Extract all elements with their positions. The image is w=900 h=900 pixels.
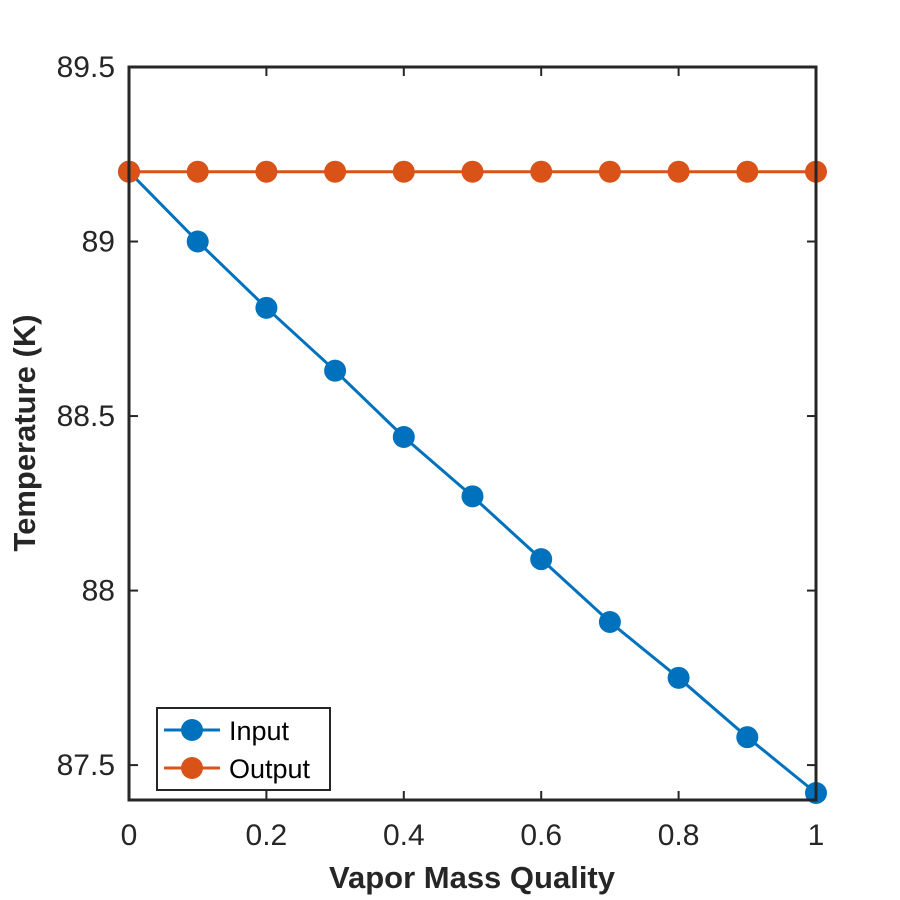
data-point-output	[461, 160, 484, 183]
legend-output-label: Output	[229, 754, 311, 784]
legend: Input Output	[156, 707, 331, 791]
data-point-output	[736, 160, 759, 183]
series-output	[118, 160, 827, 183]
data-point-input	[461, 485, 484, 508]
data-point-output	[186, 160, 209, 183]
data-point-input	[255, 296, 278, 319]
data-point-output	[255, 160, 278, 183]
series-layer	[118, 160, 827, 805]
plot-background	[129, 67, 816, 800]
data-point-input	[392, 425, 415, 448]
data-point-output	[530, 160, 553, 183]
data-point-output	[598, 160, 621, 183]
x-tick-label: 0	[121, 819, 138, 852]
data-point-input	[186, 230, 209, 253]
series-input	[118, 160, 827, 805]
data-point-input	[530, 548, 553, 571]
x-tick-label: 1	[808, 819, 825, 852]
y-tick-label: 88	[82, 575, 115, 608]
x-tick-label: 0.2	[246, 819, 288, 852]
legend-input-marker	[181, 719, 203, 741]
data-point-input	[667, 666, 690, 689]
legend-input-label: Input	[229, 716, 290, 746]
data-point-input	[598, 610, 621, 633]
x-axis-title: Vapor Mass Quality	[329, 860, 616, 895]
y-tick-label: 87.5	[57, 749, 115, 782]
y-tick-label: 89	[82, 226, 115, 259]
plot-frame	[127, 65, 818, 802]
tick-labels: 0 0.2 0.4 0.6 0.8 1 87.5 88 88.5 89 89.5	[57, 51, 825, 852]
x-tick-label: 0.6	[520, 819, 562, 852]
legend-output-marker	[181, 757, 203, 779]
data-point-output	[324, 160, 347, 183]
data-point-output	[667, 160, 690, 183]
y-axis-title: Temperature (K)	[7, 314, 42, 551]
y-tick-label: 89.5	[57, 51, 115, 84]
y-tick-label: 88.5	[57, 400, 115, 433]
data-point-output	[392, 160, 415, 183]
data-point-input	[736, 726, 759, 749]
x-tick-label: 0.8	[658, 819, 700, 852]
data-point-input	[324, 359, 347, 382]
x-tick-label: 0.4	[383, 819, 425, 852]
